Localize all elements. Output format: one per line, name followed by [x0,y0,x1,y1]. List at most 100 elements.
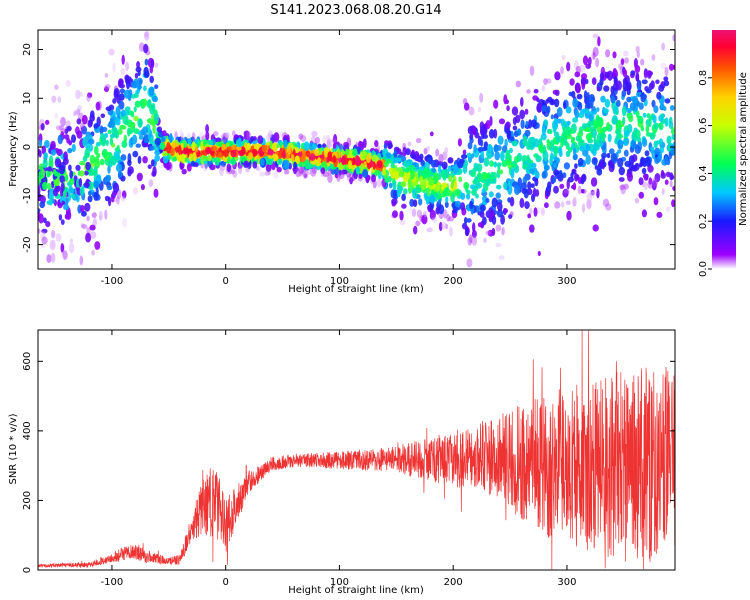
heatmap-cell [76,108,81,116]
heatmap-cell [566,61,571,72]
heatmap-cell [327,151,332,162]
heatmap-cell [589,191,595,199]
heatmap-cell [205,146,212,155]
heatmap-cell [596,86,601,92]
heatmap-cell [402,146,407,157]
heatmap-cell [69,238,74,244]
heatmap-cell [606,152,611,159]
heatmap-cell [585,154,591,165]
heatmap-cell [230,149,237,158]
heatmap-cell [147,164,152,169]
heatmap-cell [69,170,74,179]
heatmap-cell [341,156,346,165]
heatmap-cell [535,122,540,129]
heatmap-cell [505,121,511,129]
heatmap-cell [50,252,56,263]
heatmap-cell [537,250,541,257]
heatmap-cell [415,186,422,194]
heatmap-cell [285,153,291,160]
heatmap-cell [361,150,368,160]
heatmap-cell [326,139,331,149]
heatmap-cell [595,57,600,68]
heatmap-cell [79,255,84,266]
heatmap-cell [403,188,408,195]
heatmap-cell [572,117,579,123]
heatmap-cell [73,110,77,117]
heatmap-cell [665,206,671,213]
heatmap-cell [136,172,143,182]
heatmap-cell [601,126,609,132]
heatmap-cell [447,165,452,172]
heatmap-cell [645,125,650,133]
heatmap-cell [529,207,533,215]
heatmap-cell [619,184,625,190]
heatmap-cell [236,146,242,151]
heatmap-cell [581,203,586,213]
heatmap-cell [570,172,574,179]
heatmap-cell [487,143,493,154]
heatmap-cell [509,136,515,142]
heatmap-cell [545,190,551,197]
heatmap-cell [582,108,587,114]
heatmap-cell [69,177,75,185]
heatmap-cell [549,156,553,166]
heatmap-cell [260,158,265,167]
heatmap-cell [109,133,116,139]
heatmap-cell [426,227,433,233]
heatmap-cell [549,139,555,148]
heatmap-cell [655,79,660,85]
heatmap-cell [597,117,604,128]
heatmap-cell [267,154,274,159]
heatmap-cell [392,181,397,191]
heatmap-cell [170,147,175,157]
heatmap-cell [441,161,448,170]
heatmap-cell [104,86,109,93]
heatmap-cell [658,84,665,92]
heatmap-cell [381,179,385,188]
heatmap-cell [634,129,641,139]
heatmap-cell [407,141,412,147]
heatmap-cell [93,165,98,175]
heatmap-cell [492,178,497,184]
heatmap-cell [355,155,361,166]
heatmap-cell [526,89,531,94]
x-tick-label: 200 [444,276,463,287]
heatmap-cell [644,150,650,157]
y-tick-label: 600 [22,352,33,371]
heatmap-cell [69,187,75,194]
heatmap-cell [273,132,280,142]
heatmap-cell [138,119,143,128]
heatmap-cell [596,107,600,112]
heatmap-cell [392,210,398,218]
heatmap-cell [79,186,85,196]
heatmap-cell [111,195,115,203]
heatmap-cell [138,135,144,140]
heatmap-cell [332,142,337,149]
heatmap-cell [653,197,659,206]
heatmap-cell [96,116,101,127]
heatmap-cell [610,95,616,104]
heatmap-cell [87,190,92,196]
heatmap-cell [472,222,476,233]
heatmap-cell [114,127,118,139]
heatmap-cell [120,154,127,161]
heatmap-cell [88,143,93,152]
heatmap-cell [435,207,440,215]
heatmap-cell [143,138,150,144]
heatmap-cell [517,177,523,188]
heatmap-cell [41,236,48,245]
heatmap-cell [243,134,250,140]
heatmap-cell [38,163,44,171]
y-tick-label: 0 [22,567,33,573]
heatmap-cell [604,98,611,108]
heatmap-cell [283,159,290,170]
heatmap-cell [453,180,458,191]
heatmap-cell [541,171,547,179]
heatmap-cell [309,153,316,161]
heatmap-cell [629,102,636,111]
heatmap-cell [458,176,463,183]
heatmap-cell [232,170,238,178]
heatmap-cell [618,63,623,70]
heatmap-cell [466,218,472,223]
heatmap-cell [149,136,154,146]
